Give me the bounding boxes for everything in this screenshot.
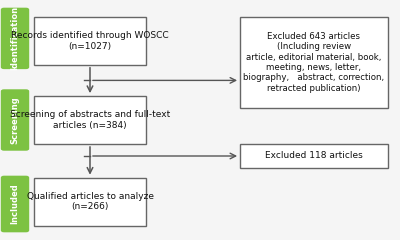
Text: Screening: Screening <box>10 96 20 144</box>
Text: Excluded 643 articles
(Including review
article, editorial material, book,
meeti: Excluded 643 articles (Including review … <box>244 32 384 93</box>
Text: Qualified articles to analyze
(n=266): Qualified articles to analyze (n=266) <box>26 192 154 211</box>
Bar <box>34 96 146 144</box>
FancyBboxPatch shape <box>1 89 29 151</box>
Text: Excluded 118 articles: Excluded 118 articles <box>265 151 363 161</box>
FancyBboxPatch shape <box>1 8 29 69</box>
Bar <box>34 178 146 226</box>
Bar <box>34 17 146 65</box>
Bar <box>240 17 388 108</box>
Bar <box>240 144 388 168</box>
FancyBboxPatch shape <box>1 176 29 232</box>
Text: Records identified through WOSCC
(n=1027): Records identified through WOSCC (n=1027… <box>11 31 169 50</box>
Text: Included: Included <box>10 184 20 224</box>
Text: Identification: Identification <box>10 6 20 71</box>
Text: Screening of abstracts and full-text
articles (n=384): Screening of abstracts and full-text art… <box>10 110 170 130</box>
